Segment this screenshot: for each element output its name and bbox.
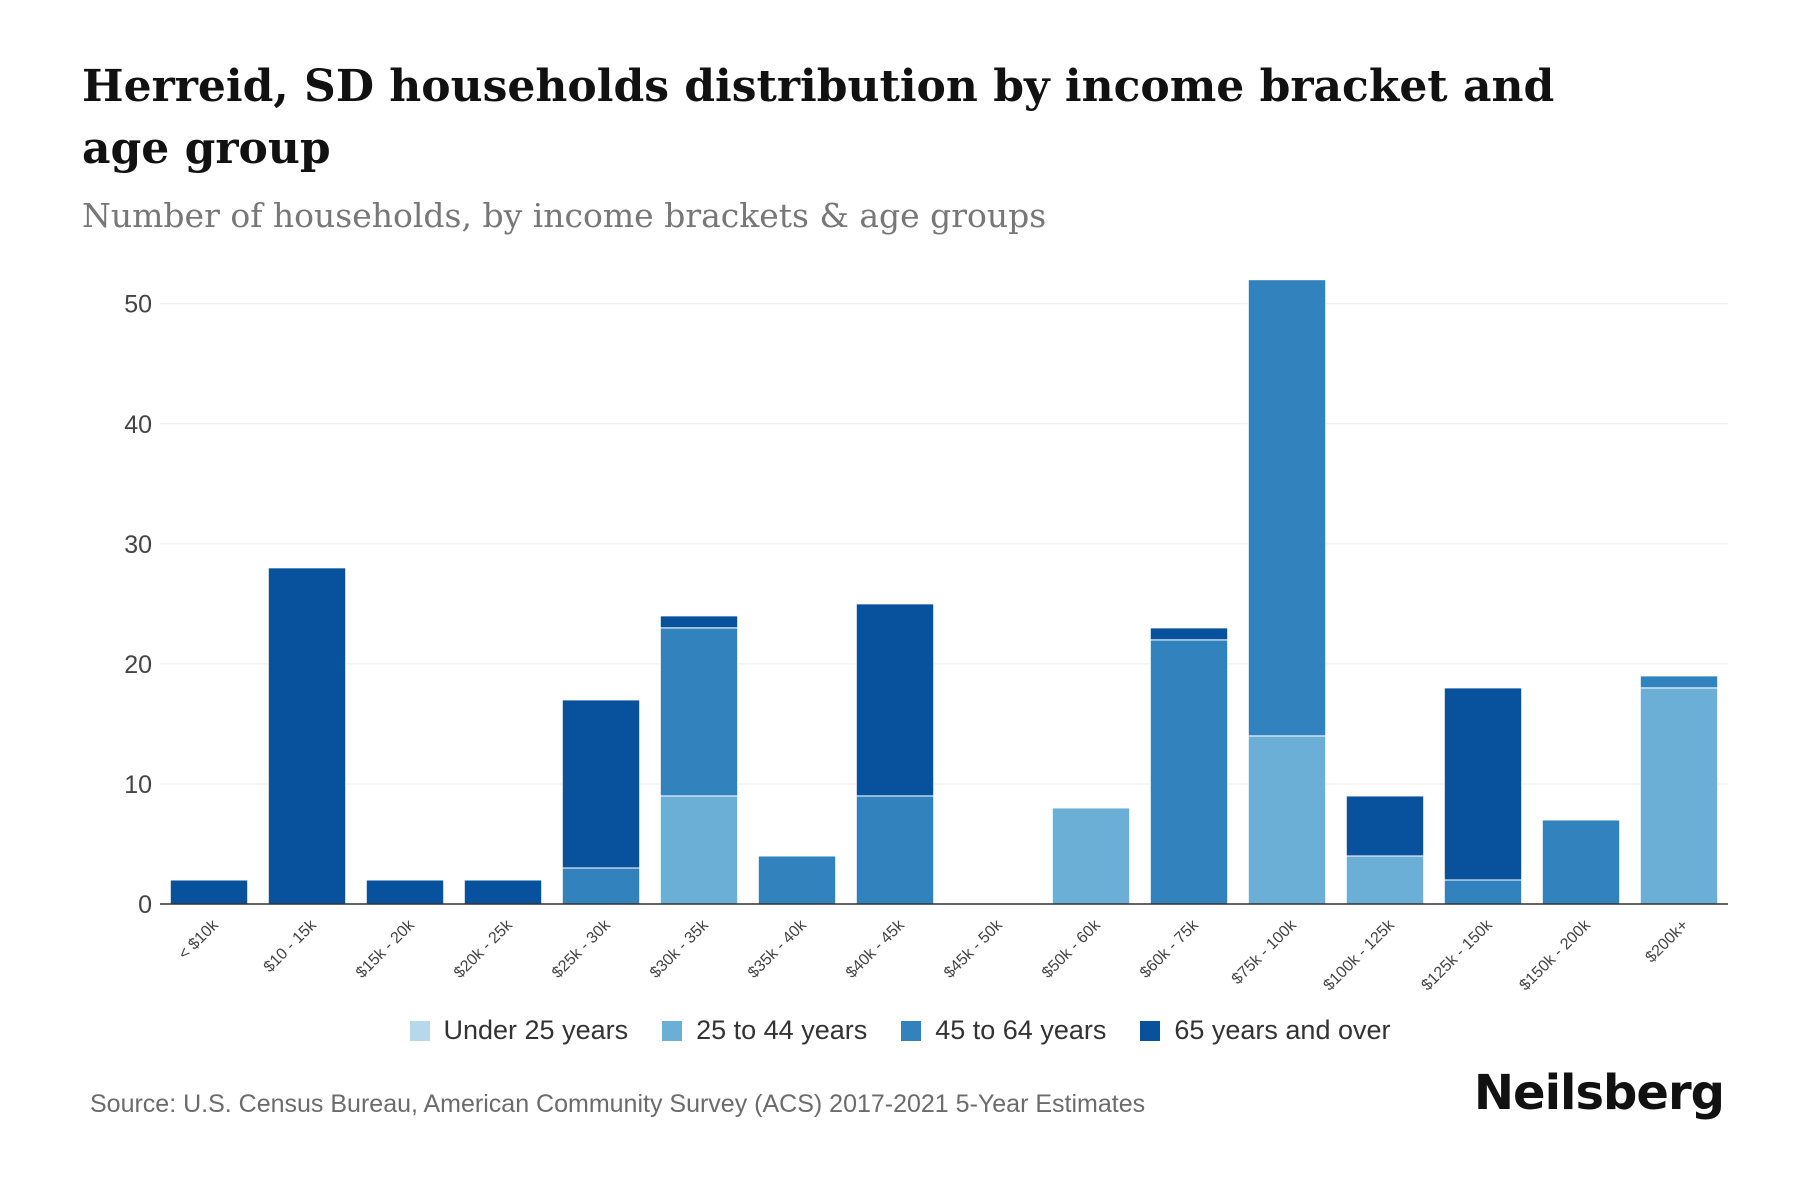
brand-logo: Neilsberg [1473,1065,1725,1121]
legend-swatch [662,1020,683,1041]
bar-segment [659,627,739,797]
bar-segment [1051,807,1131,905]
x-tick-label: $10 - 15k [261,916,321,976]
x-tick-label: $200k+ [1642,917,1691,966]
bar-segment [1345,855,1425,905]
legend-item: Under 25 years [409,1015,629,1046]
x-tick-label: $25k - 30k [549,916,615,982]
bar-segment [855,603,935,797]
x-tick-label: < $10k [176,916,223,963]
bar-segment [1541,819,1621,905]
bar-segment [1149,627,1229,641]
x-tick-label: $45k - 50k [941,916,1007,982]
x-tick-label: $60k - 75k [1137,916,1203,982]
y-tick-label: 0 [138,891,152,919]
x-tick-label: $15k - 20k [353,916,419,982]
x-tick-label: $150k - 200k [1516,916,1594,994]
bar-segment [365,879,445,905]
bar-segment [561,699,641,869]
bar-segment [855,795,935,905]
bar-segment [659,615,739,629]
legend-item: 65 years and over [1140,1015,1391,1046]
y-tick-label: 10 [124,771,152,799]
bar-segment [1443,687,1523,881]
bar-segment [463,879,543,905]
legend-item: 45 to 64 years [901,1015,1106,1046]
legend-swatch [1140,1020,1161,1041]
bar-segment [561,867,641,905]
source-note: Source: U.S. Census Bureau, American Com… [90,1090,1146,1118]
x-tick-label: $125k - 150k [1418,916,1496,994]
x-tick-label: $30k - 35k [647,916,713,982]
bar-segment [1639,687,1719,905]
stacked-bar-chart: 0 10 20 30 40 50 < $10k $10 - 15k $15k - 20k $20k… [124,279,1728,994]
y-tick-label: 40 [124,411,152,439]
bar-segment [1247,279,1327,737]
bar-segment [169,879,249,905]
y-tick-label: 20 [124,651,152,679]
legend-swatch [409,1020,430,1041]
legend-label: 25 to 44 years [696,1015,868,1045]
bar-segment [1345,795,1425,857]
x-tick-label: $40k - 45k [843,916,909,982]
bar-segment [757,855,837,905]
bar-segment [1247,735,1327,905]
bars [169,279,1719,905]
legend-label: 45 to 64 years [935,1015,1107,1045]
x-tick-label: $75k - 100k [1229,916,1301,988]
legend: Under 25 years 25 to 44 years 45 to 64 yea… [0,1015,1800,1046]
y-tick-label: 30 [124,531,152,559]
bar-segment [267,567,347,905]
bar-segment [659,795,739,905]
y-tick-label: 50 [124,291,152,319]
x-tick-label: $20k - 25k [451,916,517,982]
legend-label: Under 25 years [443,1015,629,1045]
legend-swatch [901,1020,922,1041]
legend-label: 65 years and over [1174,1015,1391,1045]
x-tick-label: $100k - 125k [1320,916,1398,994]
legend-item: 25 to 44 years [662,1015,867,1046]
bar-segment [1149,639,1229,905]
bar-segment [1443,879,1523,905]
chart-title: Herreid, SD households distribution by i… [82,61,1555,174]
bar-segment [1639,675,1719,689]
chart-subtitle: Number of households, by income brackets… [82,196,1047,235]
x-tick-label: $35k - 40k [745,916,811,982]
x-tick-label: $50k - 60k [1039,916,1105,982]
